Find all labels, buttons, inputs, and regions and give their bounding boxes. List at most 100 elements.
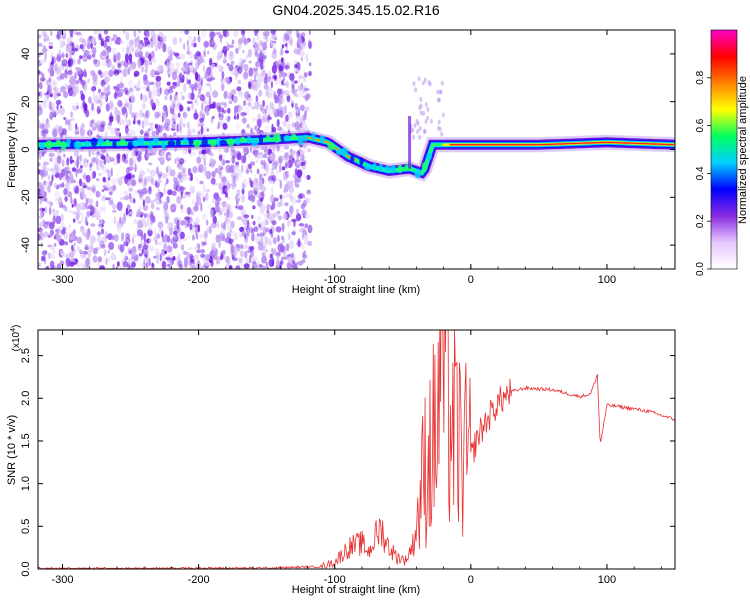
- ridge-blob: [303, 134, 308, 142]
- y-tick-label: 2.0: [20, 391, 32, 406]
- colorbar-tick-label: 0.0: [695, 262, 706, 276]
- ridge-blob: [372, 162, 377, 171]
- ridge-blob: [283, 135, 292, 142]
- ridge-blob: [55, 139, 62, 147]
- ridge-blob: [90, 137, 98, 147]
- ridge-blob: [183, 137, 188, 144]
- ridge-blob: [378, 163, 384, 173]
- ridge-blob: [104, 139, 110, 147]
- colorbar-ticks: 0.0 0.2 0.4 0.6 0.8: [695, 70, 711, 276]
- figure-title: GN04.2025.345.15.02.R16: [272, 2, 440, 18]
- x-tick-label: -100: [324, 274, 346, 286]
- ridge-blob: [311, 132, 316, 142]
- ridge-blob: [148, 140, 153, 150]
- x-tick-label: -200: [188, 274, 210, 286]
- ridge-blob: [280, 134, 286, 142]
- ridge-blob: [193, 139, 201, 148]
- colorbar-tick-label: 0.4: [695, 166, 706, 180]
- y-tick-label: 40: [20, 48, 32, 60]
- ridge-blob: [364, 164, 373, 171]
- y-tick-label: 0.0: [20, 561, 32, 576]
- ridge-blob: [390, 164, 397, 174]
- ridge-blob: [84, 140, 90, 147]
- y-tick-label: -20: [20, 189, 32, 205]
- ridge-blob: [341, 147, 348, 157]
- ridge-blob: [239, 136, 246, 143]
- snr-y-ticks: 0.0 0.5 1.0 1.5 2.0 2.5: [20, 348, 675, 577]
- ridge-blob: [152, 137, 159, 145]
- snr-y-label: SNR (10 * v/v): [6, 415, 18, 485]
- snr-axes-frame: [37, 329, 676, 570]
- colorbar-tick-label: 0.2: [695, 214, 706, 228]
- snr-y-scale-exponent: 4: [10, 328, 17, 332]
- ridge-blob: [421, 162, 428, 172]
- ridge-blob: [73, 140, 82, 150]
- ridge-blob: [219, 139, 227, 146]
- ridge-blob: [272, 133, 281, 143]
- ridge-blob: [127, 141, 134, 151]
- x-tick-label: 0: [468, 274, 474, 286]
- ridge-blob: [234, 137, 242, 145]
- snr-y-scale: (x104): [10, 325, 22, 352]
- y-tick-label: -40: [20, 237, 32, 253]
- y-tick-label: 0: [20, 146, 32, 152]
- spectrogram-y-ticks: -40 -20 0 20 40: [20, 48, 675, 253]
- ridge-blob: [297, 135, 304, 146]
- ridge-blob: [265, 134, 271, 142]
- spectrogram-x-ticks: -300 -200 -100 0 100: [51, 30, 662, 286]
- ridge-blob: [397, 164, 403, 174]
- ridge-blob: [426, 152, 432, 161]
- ridge-blob: [319, 135, 325, 144]
- y-tick-label: 1.5: [20, 433, 32, 448]
- spectrogram-x-label: Height of straight line (km): [292, 284, 420, 296]
- ridge-blob: [201, 137, 208, 148]
- y-tick-label: 1.0: [20, 476, 32, 491]
- ridge-blob: [258, 134, 264, 144]
- colorbar-tick-label: 0.8: [695, 70, 706, 84]
- colorbar: 0.0 0.2 0.4 0.6 0.8 Normalized spectral ampl…: [695, 29, 749, 276]
- x-tick-label: 100: [598, 274, 616, 286]
- ridge-blob: [327, 142, 336, 151]
- ridge-blob: [167, 140, 176, 147]
- y-tick-label: 2.5: [20, 348, 32, 363]
- ridge-blob: [350, 155, 355, 163]
- snr-x-label: Height of straight line (km): [292, 584, 420, 596]
- spectrogram-y-label: Frequency (Hz): [6, 112, 18, 188]
- snr-y-scale-close: ): [11, 325, 22, 328]
- ridge-blob: [45, 140, 53, 150]
- y-tick-label: 20: [20, 96, 32, 108]
- ridge-blob: [246, 135, 252, 144]
- x-tick-label: -100: [324, 574, 346, 586]
- ridge-blob: [414, 168, 422, 179]
- colorbar-label: Normalized spectral amplitude: [737, 76, 749, 224]
- ridge-blob: [97, 138, 104, 146]
- ridge-blob: [119, 138, 127, 146]
- ridge-blob: [188, 138, 194, 146]
- x-tick-label: -200: [188, 574, 210, 586]
- ridge-blob: [227, 138, 235, 147]
- ridge-blob: [359, 157, 364, 166]
- ridge-blob: [60, 140, 67, 151]
- x-tick-label: -300: [51, 574, 73, 586]
- colorbar-tick-label: 0.6: [695, 118, 706, 132]
- ridge-blob: [250, 138, 259, 147]
- ridge-blob: [112, 140, 117, 149]
- ridge-blob: [39, 142, 45, 151]
- ridge-core: [449, 141, 675, 146]
- ridge-blob: [209, 139, 217, 147]
- spectrogram-ridge: [38, 116, 675, 182]
- x-tick-label: 0: [468, 574, 474, 586]
- ridge-blob: [175, 139, 181, 147]
- snr-panel: -300 -200 -100 0 100 0.0 0.5 1.0 1.5 2.0 2.5 Heig…: [6, 325, 676, 596]
- ridge-blob: [161, 141, 166, 150]
- x-tick-label: -300: [51, 274, 73, 286]
- colorbar-gradient: [710, 29, 738, 270]
- snr-x-ticks: -300 -200 -100 0 100: [51, 330, 662, 586]
- snr-y-scale-base: (x10: [11, 331, 22, 351]
- y-tick-label: 0.5: [20, 519, 32, 534]
- x-tick-label: 100: [598, 574, 616, 586]
- ridge-blob: [136, 137, 145, 146]
- spectrogram-heatmap: [38, 30, 675, 269]
